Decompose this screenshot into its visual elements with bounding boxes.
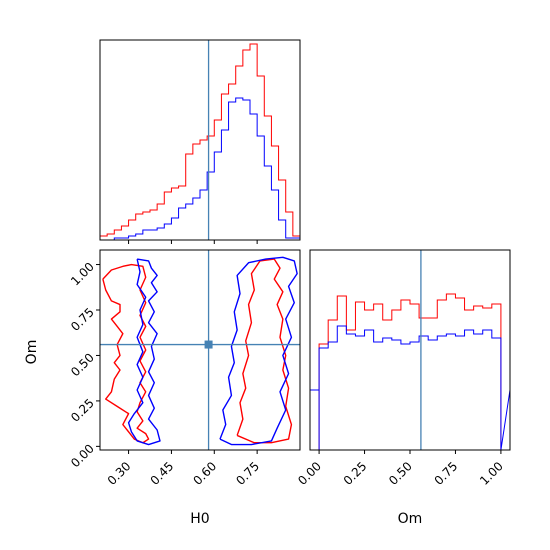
om-hist-tick-label-1: 0.25 bbox=[341, 459, 370, 488]
h0-hist-frame bbox=[99, 39, 301, 241]
contour-y-tick-label-2: 0.50 bbox=[68, 351, 97, 380]
contour-x-tick-label-0: 0.30 bbox=[105, 459, 134, 488]
x-axis-label-h0: H0 bbox=[190, 511, 209, 527]
contour-x-tick-label-3: 0.75 bbox=[233, 459, 262, 488]
om-hist-tick-label-3: 0.75 bbox=[432, 459, 461, 488]
truth-marker bbox=[204, 340, 213, 349]
om-hist-tick-label-0: 0.00 bbox=[295, 459, 324, 488]
contour-red-1 bbox=[236, 258, 293, 444]
contour-red-0 bbox=[102, 263, 150, 444]
h0-hist-series-red bbox=[99, 43, 301, 240]
om-hist-frame bbox=[309, 249, 511, 451]
contour-x-tick-label-1: 0.45 bbox=[148, 459, 177, 488]
om-histogram-panel: 0.00 0.25 0.50 0.75 1.00 bbox=[295, 249, 511, 488]
h0-hist-series-blue bbox=[100, 97, 301, 241]
contour-blue-3 bbox=[219, 256, 298, 446]
contour-blue-2 bbox=[127, 258, 161, 446]
contour-y-tick-label-0: 0.00 bbox=[68, 441, 97, 470]
contour-frame bbox=[99, 249, 301, 451]
contour-x-tick-label-2: 0.60 bbox=[190, 459, 219, 488]
contour-y-tick-label-1: 0.25 bbox=[68, 396, 97, 425]
om-hist-series-red bbox=[318, 293, 510, 451]
h0-om-contour-panel: 0.30 0.45 0.60 0.75 0.00 0.25 0.50 0.75 1.00 bbox=[68, 249, 301, 488]
om-hist-tick-label-2: 0.50 bbox=[386, 459, 415, 488]
y-axis-label-om: Om bbox=[24, 340, 40, 365]
om-hist-series-blue bbox=[310, 325, 511, 451]
contour-y-tick-label-4: 1.00 bbox=[68, 260, 97, 289]
h0-histogram-panel bbox=[99, 39, 301, 244]
contour-lines bbox=[102, 256, 298, 446]
x-axis-label-om: Om bbox=[398, 511, 423, 527]
om-hist-tick-label-4: 1.00 bbox=[477, 459, 506, 488]
contour-y-tick-label-3: 0.75 bbox=[68, 305, 97, 334]
